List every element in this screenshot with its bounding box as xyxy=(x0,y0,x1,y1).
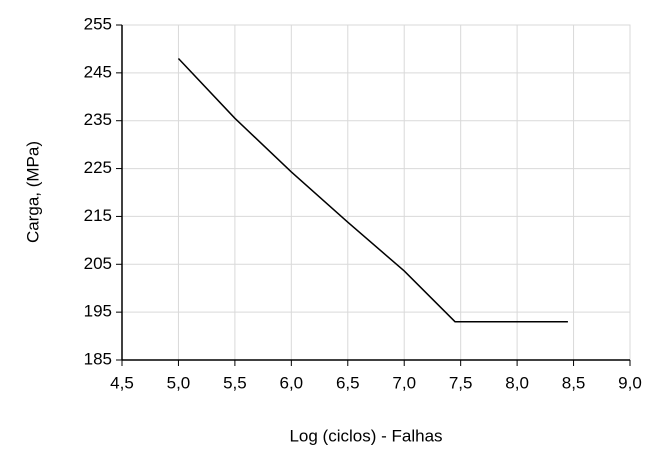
y-tick-label: 185 xyxy=(84,349,112,368)
x-tick-label: 6,5 xyxy=(336,373,360,392)
line xyxy=(177,57,568,323)
x-axis-label: Log (ciclos) - Falhas xyxy=(289,426,442,445)
y-tick-label: 235 xyxy=(84,110,112,129)
x-tick-label: 8,0 xyxy=(505,373,529,392)
x-tick-label: 5,0 xyxy=(167,373,191,392)
x-tick-label: 8,5 xyxy=(562,373,586,392)
y-tick-label: 225 xyxy=(84,158,112,177)
y-tick-label: 195 xyxy=(84,302,112,321)
y-tick-label: 245 xyxy=(84,62,112,81)
y-tick-label: 215 xyxy=(84,206,112,225)
y-axis-label: Carga, (MPa) xyxy=(23,141,42,243)
x-tick-label: 6,0 xyxy=(280,373,304,392)
y-tick-label: 205 xyxy=(84,254,112,273)
x-tick-label: 9,0 xyxy=(618,373,642,392)
x-tick-label: 4,5 xyxy=(110,373,134,392)
x-tick-label: 7,5 xyxy=(449,373,473,392)
x-tick-label: 7,0 xyxy=(392,373,416,392)
y-tick-label: 255 xyxy=(84,14,112,33)
x-tick-label: 5,5 xyxy=(223,373,247,392)
